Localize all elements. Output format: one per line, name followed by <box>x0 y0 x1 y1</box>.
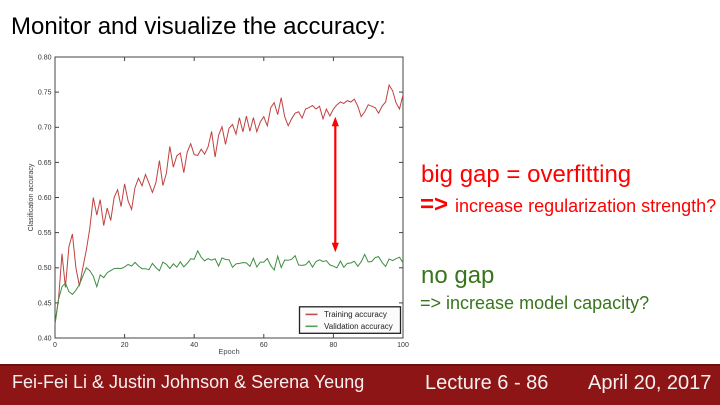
svg-text:0.55: 0.55 <box>38 230 52 237</box>
svg-text:0.50: 0.50 <box>38 265 52 272</box>
svg-text:100: 100 <box>397 342 409 349</box>
svg-text:60: 60 <box>260 342 268 349</box>
svg-text:Epoch: Epoch <box>218 347 239 356</box>
svg-text:0.60: 0.60 <box>38 195 52 202</box>
svg-text:0: 0 <box>53 342 57 349</box>
svg-text:80: 80 <box>330 342 338 349</box>
svg-text:Clasification accuracy: Clasification accuracy <box>28 163 35 231</box>
svg-text:0.70: 0.70 <box>38 125 52 132</box>
svg-text:0.45: 0.45 <box>38 300 52 307</box>
svg-text:Validation accuracy: Validation accuracy <box>324 322 393 331</box>
svg-text:Training accuracy: Training accuracy <box>324 310 387 319</box>
svg-text:0.80: 0.80 <box>38 54 52 61</box>
svg-text:40: 40 <box>190 342 198 349</box>
svg-text:0.65: 0.65 <box>38 160 52 167</box>
svg-text:0.40: 0.40 <box>38 335 52 342</box>
svg-text:20: 20 <box>121 342 129 349</box>
svg-text:0.75: 0.75 <box>38 90 52 97</box>
